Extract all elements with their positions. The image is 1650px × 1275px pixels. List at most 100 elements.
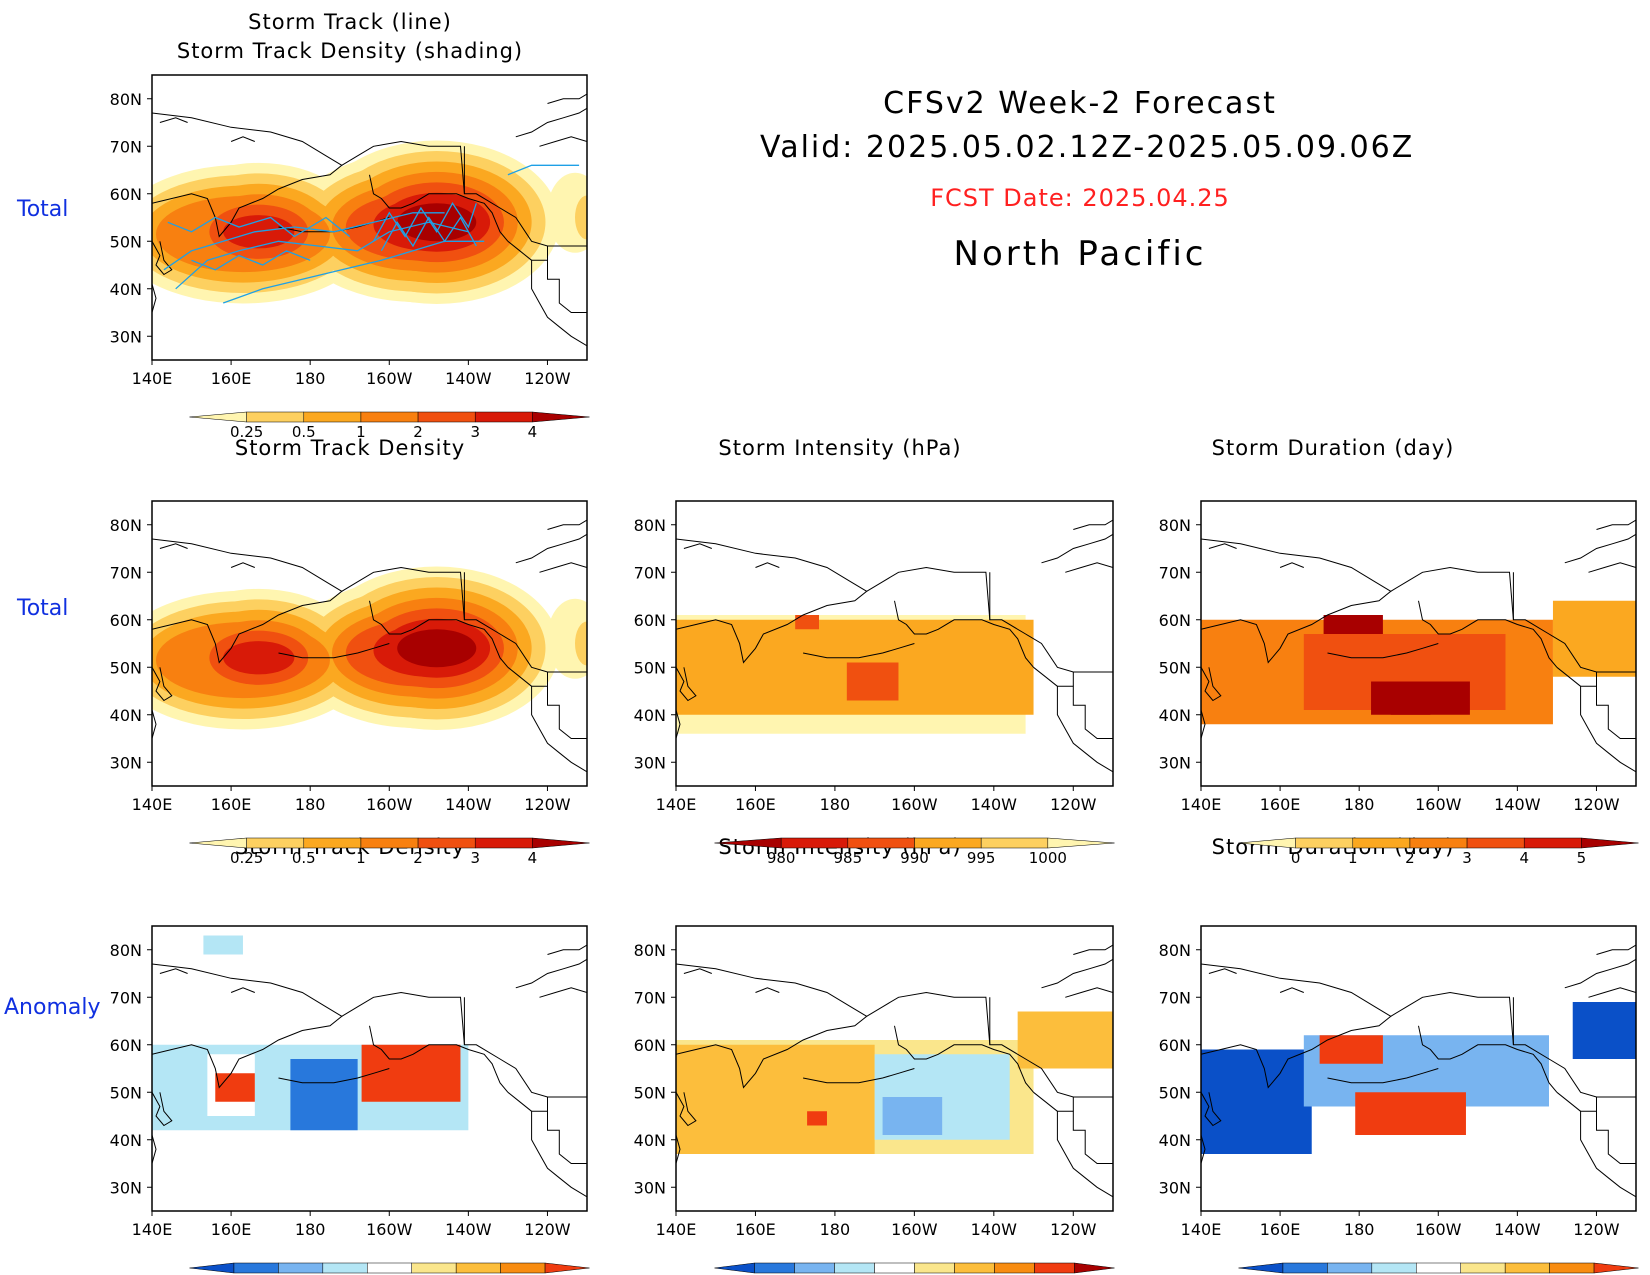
fcst-date: FCST Date: 2025.04.25: [930, 184, 1230, 212]
lat-tick-label: 50N: [1159, 658, 1191, 677]
lat-tick-label: 80N: [110, 941, 142, 960]
colorbar-segment: [1581, 837, 1639, 849]
colorbar-segment: [322, 1262, 368, 1274]
colorbar-segment: [980, 837, 1049, 849]
panel7-shading: [1201, 1002, 1636, 1154]
lon-tick-label: 180: [820, 1220, 851, 1239]
lat-tick-label: 70N: [634, 988, 666, 1007]
lon-tick-label: 140W: [445, 369, 492, 388]
lon-tick-label: 140W: [971, 1220, 1018, 1239]
shaded-cell-block: [1319, 1035, 1383, 1064]
colorbar-label: 1000: [1029, 849, 1067, 867]
shaded-cell-block: [203, 935, 243, 955]
coastline: [1327, 643, 1439, 659]
storm-track-line: [222, 240, 485, 304]
lat-tick-label: 40N: [634, 1131, 666, 1150]
colorbar-segment: [303, 837, 362, 849]
coastline: [152, 112, 343, 238]
coastline: [341, 566, 465, 620]
panel5-shading: [152, 935, 469, 1131]
panel1-frame: 80N 70N 60N 50N 40N 30N 140E 160E 180 160W 140W 120…: [110, 74, 588, 388]
coastline: [1201, 963, 1392, 1089]
lat-tick-label: 40N: [110, 280, 142, 299]
coastline: [1556, 666, 1636, 773]
row-label-top: Total: [17, 197, 69, 222]
colorbar-segment: [411, 1262, 457, 1274]
density-contour: [575, 195, 587, 240]
lat-tick-label: 50N: [110, 232, 142, 251]
storm-track-line: [167, 216, 351, 238]
storm-track-line: [372, 202, 477, 242]
shaded-cell-block: [215, 1073, 255, 1102]
colorbar-label: 0.5: [292, 849, 316, 867]
shaded-cell-block: [795, 615, 820, 630]
lon-tick-label: 160W: [366, 1220, 413, 1239]
lat-tick-label: 80N: [1159, 941, 1191, 960]
coastline: [1041, 958, 1113, 989]
coastline: [463, 572, 587, 673]
coastline: [989, 997, 1113, 1098]
colorbar-label: 1: [356, 423, 366, 441]
coastline: [676, 1092, 697, 1127]
colorbar-label: 4: [528, 423, 538, 441]
colorbar-segment: [1416, 1262, 1461, 1274]
lon-tick-label: 160E: [1260, 1220, 1301, 1239]
coastline: [803, 643, 915, 659]
lon-tick-label: 160E: [211, 369, 252, 388]
colorbar-segment: [1593, 1262, 1639, 1274]
coastline: [278, 643, 390, 659]
coastline: [894, 600, 1034, 668]
lat-tick-label: 40N: [634, 706, 666, 725]
shaded-cell-block: [1572, 1002, 1636, 1059]
panel2-colorbar: 0.25 0.5 1 2 3 4: [189, 837, 590, 867]
shaded-cell-block: [882, 1097, 943, 1135]
coastline: [1390, 991, 1514, 1045]
colorbar-segment: [1549, 1262, 1595, 1274]
coastline: [515, 533, 587, 564]
colorbar-segment: [1460, 1262, 1506, 1274]
colorbar-segment: [754, 1262, 795, 1274]
lat-tick-label: 60N: [634, 611, 666, 630]
lat-tick-label: 50N: [1159, 1083, 1191, 1102]
lat-tick-label: 40N: [110, 1131, 142, 1150]
coastline: [1033, 1091, 1113, 1198]
lat-tick-label: 40N: [110, 706, 142, 725]
coastline: [676, 1134, 681, 1164]
panel4-border: [1200, 500, 1637, 787]
coastline: [152, 963, 343, 1089]
lat-tick-label: 30N: [1159, 1178, 1191, 1197]
lat-tick-label: 80N: [634, 941, 666, 960]
colorbar-label: 0: [1291, 849, 1301, 867]
coastline: [803, 1068, 915, 1084]
lat-tick-label: 40N: [1159, 706, 1191, 725]
lon-tick-label: 120W: [524, 369, 571, 388]
colorbar-segment: [847, 837, 915, 849]
lat-tick-label: 60N: [110, 611, 142, 630]
lat-tick-label: 40N: [1159, 1131, 1191, 1150]
coastline: [152, 1092, 173, 1127]
lon-tick-label: 140E: [1181, 1220, 1222, 1239]
colorbar-segment: [714, 1262, 755, 1274]
panel2-coastlines: [152, 519, 587, 773]
colorbar-label: 2: [413, 423, 423, 441]
lon-tick-label: 160W: [366, 369, 413, 388]
panel6-border: [675, 925, 1114, 1212]
lon-tick-label: 140E: [656, 795, 697, 814]
shaded-cell-block: [1201, 1049, 1312, 1154]
shaded-cell-block: [676, 1044, 875, 1154]
lon-tick-label: 160W: [891, 1220, 938, 1239]
density-contour: [223, 641, 295, 675]
density-contour: [547, 598, 587, 679]
colorbar-segment: [834, 1262, 875, 1274]
lat-tick-label: 30N: [634, 753, 666, 772]
lon-tick-label: 180: [820, 795, 851, 814]
region-title: North Pacific: [953, 234, 1207, 274]
colorbar-segment: [189, 411, 247, 423]
colorbar-label: 5: [1577, 849, 1587, 867]
coastline: [683, 543, 712, 549]
colorbar-label: 995: [967, 849, 996, 867]
coastline: [1279, 987, 1304, 993]
colorbar-segment: [360, 411, 419, 423]
lat-tick-label: 50N: [110, 658, 142, 677]
lat-tick-label: 30N: [110, 327, 142, 346]
